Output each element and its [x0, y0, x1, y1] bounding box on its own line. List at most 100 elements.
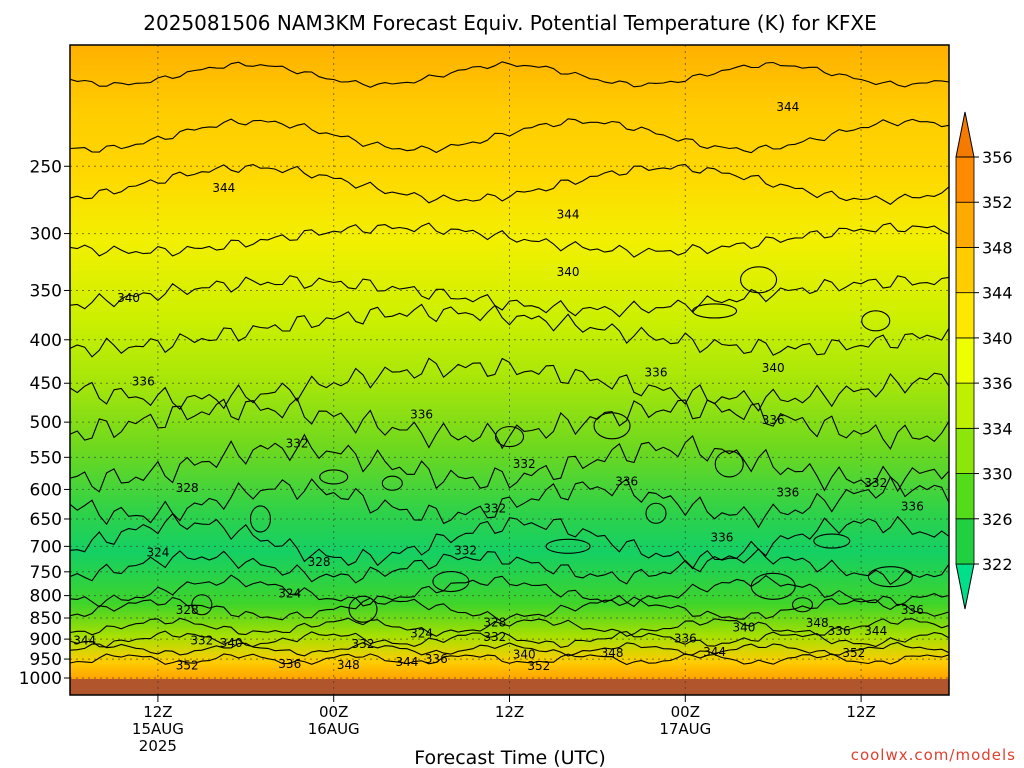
contour-cell [750, 572, 796, 600]
y-axis: 2503003504004505005506006507007508008509… [19, 157, 70, 689]
x-tick-label: 12Z [846, 703, 875, 721]
contour-line [70, 275, 949, 318]
contour-label: 332 [483, 502, 506, 516]
y-tick-label: 800 [30, 587, 62, 607]
contour-cell [348, 595, 378, 623]
contour-label: 332 [190, 633, 213, 647]
y-tick-label: 650 [30, 510, 62, 530]
contour-cell [692, 303, 738, 319]
y-tick-label: 550 [30, 448, 62, 468]
contour-label: 332 [454, 544, 477, 558]
contour-cell [381, 475, 403, 491]
contour-label: 344 [864, 624, 887, 638]
contour-line [70, 641, 949, 657]
colorbar-label: 336 [982, 374, 1013, 393]
contour-label: 336 [410, 408, 433, 422]
contour-cell [791, 597, 814, 613]
contour-line [70, 512, 949, 570]
colorbar-label: 344 [982, 284, 1013, 303]
contour-label: 332 [864, 476, 887, 490]
y-tick-label: 400 [30, 331, 62, 351]
colorbar-label: 326 [982, 510, 1013, 529]
contour-label: 336 [901, 499, 924, 513]
contour-cell [593, 412, 631, 440]
contour-label: 352 [527, 659, 550, 673]
plot-area: 3443443443403403403363363363363363363363… [70, 45, 949, 695]
contour-line [70, 630, 949, 648]
x-tick-label: 00Z [671, 703, 700, 721]
contour-label: 336 [710, 530, 733, 544]
y-tick-label: 850 [30, 609, 62, 629]
y-tick-label: 500 [30, 413, 62, 433]
contour-label: 344 [776, 100, 799, 114]
contour-label: 336 [615, 474, 638, 488]
contour-label: 352 [842, 646, 865, 660]
contour-cell [545, 538, 591, 554]
contour-label: 344 [395, 655, 418, 669]
x-tick-label: 00Z [319, 703, 348, 721]
contour-label: 332 [286, 437, 309, 451]
contour-label: 336 [762, 413, 785, 427]
contour-label: 352 [176, 659, 199, 673]
colorbar-segment [955, 201, 975, 248]
contour-cell [861, 310, 891, 332]
contour-label: 336 [132, 375, 155, 389]
y-tick-label: 900 [30, 630, 62, 650]
contour-label: 348 [806, 616, 829, 630]
contour-line [70, 574, 949, 608]
x-tick-label: 15AUG [132, 720, 184, 738]
y-tick-label: 600 [30, 480, 62, 500]
x-tick-label: 16AUG [308, 720, 360, 738]
x-tick-label: 2025 [139, 737, 177, 755]
contour-cell [813, 533, 851, 549]
contour-label: 336 [901, 603, 924, 617]
contour-cell [645, 502, 667, 524]
contour-label: 332 [513, 457, 536, 471]
colorbar-label: 352 [982, 193, 1013, 212]
contour-line [70, 548, 949, 586]
contour-label: 340 [732, 620, 755, 634]
y-tick-label: 1000 [19, 669, 62, 689]
colorbar-label: 340 [982, 329, 1013, 348]
contour-label: 324 [410, 626, 433, 640]
contour-label: 328 [308, 555, 331, 569]
y-tick-label: 700 [30, 537, 62, 557]
contour-cell [714, 450, 744, 478]
contour-label: 344 [212, 181, 235, 195]
contour-cell [739, 266, 778, 294]
contour-label: 336 [776, 485, 799, 499]
contour-cell [432, 570, 470, 593]
contour-label: 336 [425, 652, 448, 666]
y-tick-label: 950 [30, 650, 62, 670]
contour-label: 340 [220, 636, 243, 650]
contour-label: 344 [557, 208, 580, 222]
contour-label: 348 [337, 658, 360, 672]
contour-label: 344 [703, 645, 726, 659]
contour-label: 328 [176, 481, 199, 495]
contour-label: 340 [557, 265, 580, 279]
colorbar: 322 326 330 334 336 340 344 348 352 356 [955, 111, 1013, 610]
contour-label: 336 [828, 624, 851, 638]
colorbar-segment [955, 247, 975, 294]
contour-line [70, 596, 949, 623]
y-tick-label: 350 [30, 281, 62, 301]
colorbar-arrow-high [955, 111, 975, 158]
x-axis-label: Forecast Time (UTC) [414, 747, 605, 768]
contour-label: 340 [513, 647, 536, 661]
contour-label: 336 [278, 657, 301, 671]
contour-label: 332 [352, 637, 375, 651]
chart-title: 2025081506 NAM3KM Forecast Equiv. Potent… [143, 11, 876, 35]
colorbar-segment [955, 337, 975, 384]
contour-line [70, 357, 949, 412]
x-tick-label: 12Z [143, 703, 172, 721]
contour-label: 344 [73, 634, 96, 648]
colorbar-label: 356 [982, 148, 1013, 167]
colorbar-segment [955, 473, 975, 520]
contour-labels: 3443443443403403403363363363363363363363… [73, 100, 924, 673]
colorbar-segment [955, 292, 975, 339]
contour-cell [494, 426, 525, 448]
contour-label: 340 [762, 361, 785, 375]
colorbar-label: 330 [982, 465, 1013, 484]
colorbar-segment [955, 427, 975, 474]
colorbar-segment [955, 156, 975, 203]
